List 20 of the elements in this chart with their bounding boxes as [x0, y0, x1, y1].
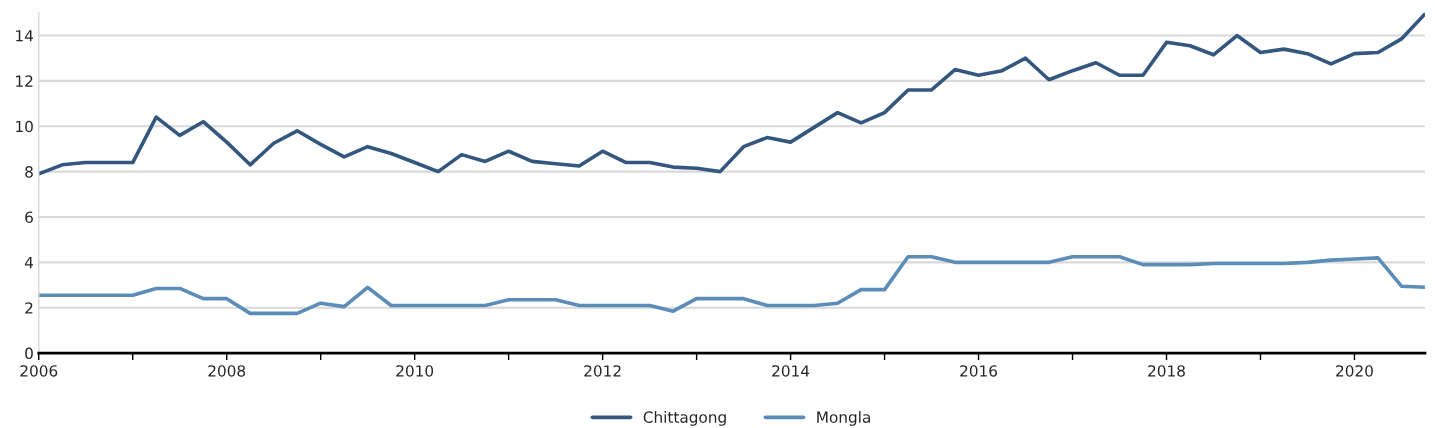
x-tick-label: 2018	[1148, 365, 1185, 377]
y-tick-label: 14	[16, 30, 34, 42]
y-tick-label: 0	[25, 347, 33, 360]
x-tick-label: 2008	[208, 365, 246, 377]
y-tick-label: 4	[24, 257, 34, 269]
line-series	[38, 12, 1425, 176]
y-tick-label: 12	[16, 75, 33, 87]
x-tick-label: 2010	[396, 365, 434, 377]
y-tick-label: 2	[25, 302, 33, 314]
y-tick-label: 6	[25, 211, 33, 224]
x-tick-label: 2012	[584, 365, 621, 377]
x-tick-label: 2016	[960, 365, 998, 377]
line-series	[38, 254, 1425, 316]
y-tick-label: 10	[16, 120, 33, 133]
x-tick-label: 2014	[772, 365, 810, 377]
x-tick-label: 2020	[1336, 365, 1373, 377]
y-tick-label: 8	[25, 166, 33, 178]
legend-label: Chittagong	[643, 411, 726, 426]
legend-label: Mongla	[817, 411, 870, 426]
x-tick-label: 2006	[20, 365, 58, 377]
